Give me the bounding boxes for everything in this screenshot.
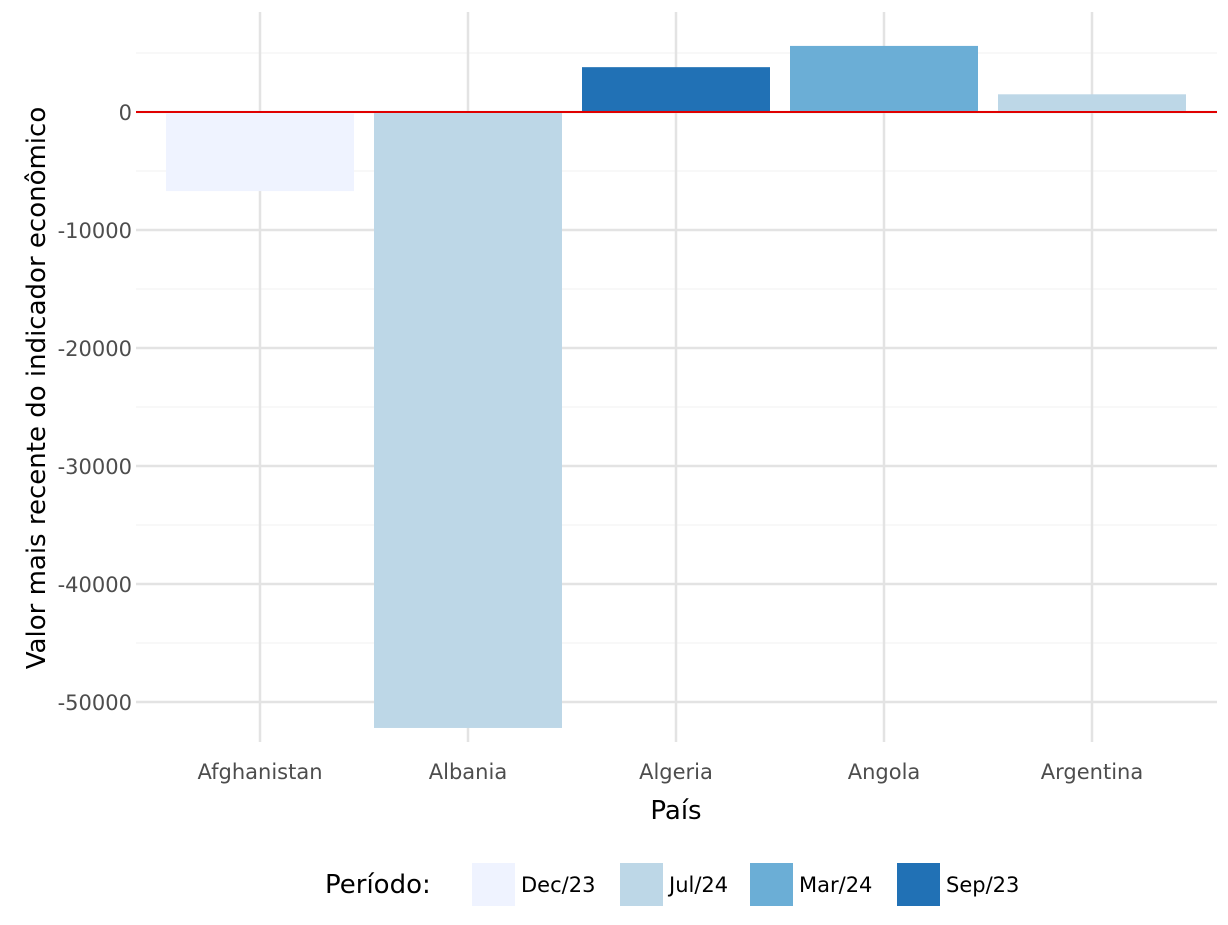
legend-label: Sep/23	[946, 873, 1019, 897]
bar-afghanistan	[166, 112, 354, 192]
legend-items: Dec/23 Jul/24 Mar/24 Sep/23	[472, 863, 1019, 906]
legend: Período: Dec/23 Jul/24 Mar/24 Sep/23	[325, 863, 1019, 906]
legend-swatch	[897, 863, 940, 906]
legend-swatch	[750, 863, 793, 906]
y-tick-label: -10000	[58, 219, 132, 243]
x-tick-label: Algeria	[639, 760, 713, 784]
x-tick-label: Argentina	[1041, 760, 1143, 784]
y-tick-label: -20000	[58, 337, 132, 361]
x-axis-title: País	[650, 796, 701, 826]
bars-layer	[166, 45, 1186, 728]
y-tick-label: -50000	[58, 691, 132, 715]
y-tick-label: -30000	[58, 455, 132, 479]
y-tick-label: 0	[119, 101, 132, 125]
bar-albania	[374, 112, 562, 728]
legend-label: Dec/23	[521, 873, 595, 897]
legend-swatch	[620, 863, 663, 906]
bar-angola	[790, 45, 978, 112]
y-axis-ticks: 0 -10000 -20000 -30000 -40000 -50000	[58, 101, 132, 715]
x-axis-ticks: Afghanistan Albania Algeria Angola Argentina	[197, 760, 1143, 784]
x-tick-label: Angola	[848, 760, 921, 784]
legend-label: Mar/24	[799, 873, 872, 897]
bar-algeria	[582, 67, 770, 112]
legend-title: Período:	[325, 870, 431, 900]
legend-swatch	[472, 863, 515, 906]
y-axis-title: Valor mais recente do indicador econômic…	[22, 107, 52, 669]
x-tick-label: Afghanistan	[197, 760, 322, 784]
x-tick-label: Albania	[429, 760, 507, 784]
bar-argentina	[998, 94, 1186, 112]
y-tick-label: -40000	[58, 573, 132, 597]
legend-label: Jul/24	[667, 873, 728, 897]
